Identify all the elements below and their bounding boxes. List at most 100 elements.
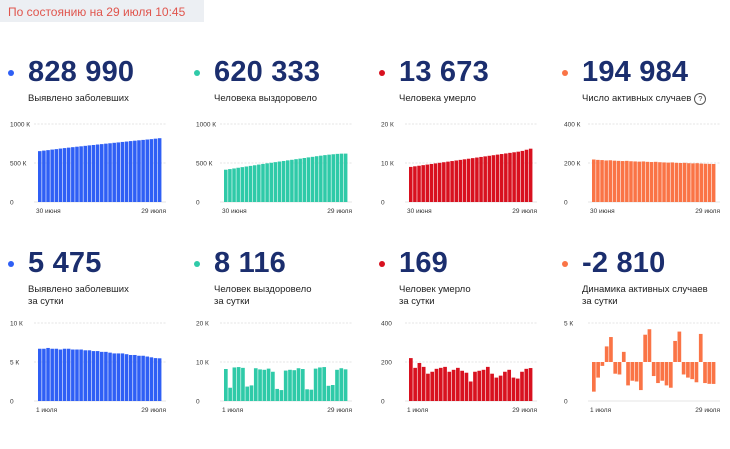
bar[interactable]	[703, 163, 708, 202]
bar[interactable]	[104, 143, 108, 202]
bar[interactable]	[634, 362, 639, 382]
bar[interactable]	[633, 161, 637, 202]
bar[interactable]	[137, 140, 141, 202]
bar[interactable]	[520, 150, 525, 202]
bar[interactable]	[515, 378, 520, 401]
bar[interactable]	[626, 362, 630, 386]
bar[interactable]	[91, 144, 96, 202]
bar[interactable]	[647, 329, 652, 362]
bar[interactable]	[224, 369, 228, 401]
bar[interactable]	[296, 368, 301, 401]
bar[interactable]	[298, 158, 302, 202]
bar[interactable]	[658, 162, 662, 202]
bar[interactable]	[592, 362, 596, 392]
bar[interactable]	[471, 158, 475, 203]
bar[interactable]	[417, 165, 421, 202]
bar[interactable]	[707, 163, 712, 202]
bar[interactable]	[438, 367, 443, 401]
bar[interactable]	[682, 162, 687, 202]
bar[interactable]	[451, 369, 456, 401]
bar[interactable]	[62, 148, 67, 202]
bar[interactable]	[609, 337, 613, 362]
bar[interactable]	[600, 362, 605, 366]
bar[interactable]	[326, 385, 331, 401]
bar[interactable]	[108, 143, 112, 202]
bar[interactable]	[499, 154, 504, 202]
bar[interactable]	[645, 161, 650, 202]
bar[interactable]	[698, 333, 703, 362]
bar[interactable]	[83, 145, 88, 202]
bar[interactable]	[491, 155, 496, 202]
bar[interactable]	[283, 370, 288, 401]
bar[interactable]	[413, 166, 417, 202]
bar[interactable]	[613, 362, 618, 374]
bar[interactable]	[604, 160, 608, 202]
bar[interactable]	[456, 367, 460, 401]
bar[interactable]	[290, 159, 294, 202]
bar[interactable]	[596, 159, 600, 202]
bar[interactable]	[249, 385, 254, 401]
bar[interactable]	[141, 355, 145, 401]
bar[interactable]	[637, 161, 642, 202]
bar[interactable]	[674, 162, 679, 202]
bar[interactable]	[124, 354, 129, 401]
bar[interactable]	[120, 141, 125, 202]
bar[interactable]	[460, 370, 464, 401]
bar[interactable]	[133, 140, 137, 202]
bar[interactable]	[339, 368, 344, 401]
bar[interactable]	[145, 139, 150, 202]
bar[interactable]	[271, 371, 275, 401]
bar[interactable]	[224, 169, 228, 202]
bar[interactable]	[433, 163, 438, 202]
bar[interactable]	[266, 368, 271, 401]
bar[interactable]	[281, 160, 286, 202]
bar[interactable]	[695, 163, 699, 202]
bar[interactable]	[79, 349, 83, 401]
bar[interactable]	[153, 358, 158, 401]
bar[interactable]	[309, 389, 314, 401]
bar[interactable]	[318, 367, 322, 401]
bar[interactable]	[620, 161, 625, 202]
bar[interactable]	[462, 159, 467, 202]
bar[interactable]	[485, 366, 490, 402]
bar[interactable]	[91, 351, 96, 401]
bar[interactable]	[240, 167, 245, 202]
bar[interactable]	[236, 167, 240, 202]
bar[interactable]	[277, 161, 282, 202]
bar[interactable]	[508, 152, 512, 202]
bar[interactable]	[417, 362, 422, 401]
bar[interactable]	[286, 160, 290, 202]
bar[interactable]	[691, 163, 695, 202]
bar[interactable]	[664, 362, 669, 386]
bar[interactable]	[641, 161, 646, 202]
bar[interactable]	[528, 148, 533, 202]
bar[interactable]	[490, 373, 494, 401]
bar[interactable]	[252, 165, 257, 202]
bar[interactable]	[656, 362, 660, 384]
bar[interactable]	[666, 162, 670, 202]
bar[interactable]	[128, 354, 133, 401]
bar[interactable]	[434, 368, 439, 401]
bar[interactable]	[673, 340, 677, 362]
bar[interactable]	[305, 389, 309, 401]
bar[interactable]	[711, 362, 716, 384]
bar[interactable]	[421, 366, 426, 402]
bar[interactable]	[339, 153, 344, 202]
bar[interactable]	[512, 152, 516, 202]
bar[interactable]	[528, 368, 533, 401]
bar[interactable]	[257, 164, 261, 202]
bar[interactable]	[612, 160, 617, 202]
bar[interactable]	[651, 362, 656, 377]
bar[interactable]	[145, 356, 150, 401]
bar[interactable]	[75, 146, 79, 202]
bar[interactable]	[450, 161, 454, 202]
bar[interactable]	[124, 141, 129, 202]
bar[interactable]	[443, 366, 447, 402]
bar[interactable]	[446, 161, 450, 202]
bar[interactable]	[137, 355, 141, 401]
bar[interactable]	[520, 371, 524, 401]
bar[interactable]	[314, 156, 319, 202]
bar[interactable]	[639, 362, 643, 391]
bar[interactable]	[481, 369, 486, 401]
bar[interactable]	[687, 163, 691, 202]
